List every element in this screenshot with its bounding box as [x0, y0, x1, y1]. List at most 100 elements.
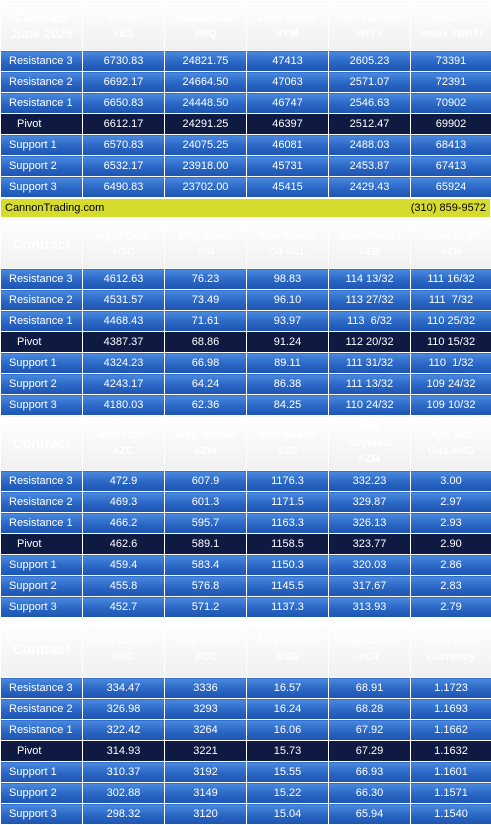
level-label: Pivot [1, 741, 83, 762]
header-es-symbol: #ES [83, 26, 164, 42]
level-value: 16.06 [247, 720, 329, 741]
header-gc-symbol: #GC [83, 244, 164, 260]
level-value: 47413 [247, 51, 329, 72]
header-brti: BitCoin Index #BRTI [411, 1, 491, 51]
level-label: Support 2 [1, 783, 83, 804]
level-value: 3336 [165, 678, 247, 699]
level-value: 45415 [247, 177, 329, 198]
level-value: 23702.00 [165, 177, 247, 198]
level-value: 320.03 [329, 555, 411, 576]
level-value: 46081 [247, 135, 329, 156]
level-value: 571.2 [165, 597, 247, 618]
level-value: 466.2 [83, 513, 165, 534]
header-kc-name: May Coffee [83, 633, 164, 649]
header-cc-name: May Cocoa [165, 633, 246, 649]
header-es: SP500 #ES [83, 1, 165, 51]
level-value: 310.37 [83, 762, 165, 783]
level-value: 68413 [411, 135, 491, 156]
header-ym: Dow Jones #YM [247, 1, 329, 51]
level-value: 1145.5 [247, 576, 329, 597]
level-value: 1.1723 [411, 678, 491, 699]
level-value: 71.61 [165, 311, 247, 332]
header-rty: Mini Russell #RTY [329, 1, 411, 51]
level-value: 3264 [165, 720, 247, 741]
level-value: 576.8 [165, 576, 247, 597]
level-value: 112 20/32 [329, 332, 411, 353]
header-zm-name: SoyMeal [329, 435, 410, 451]
header-zc-symbol: #ZC [83, 443, 164, 459]
level-label: Pivot [1, 534, 83, 555]
level-value: 67413 [411, 156, 491, 177]
level-value: 24448.50 [165, 93, 247, 114]
level-value: 110 24/32 [329, 395, 411, 416]
level-label: Pivot [1, 332, 83, 353]
level-label: Support 3 [1, 597, 83, 618]
level-label: Resistance 2 [1, 492, 83, 513]
level-label: Resistance 3 [1, 269, 83, 290]
level-value: 2.83 [411, 576, 491, 597]
level-value: 23918.00 [165, 156, 247, 177]
level-value: 110 25/32 [411, 311, 491, 332]
section-index-futures: Contract June 2026 SP500 #ES Nasdaq100 #… [0, 0, 491, 198]
header-gc-name: April Gold [83, 228, 164, 244]
level-label: Support 1 [1, 353, 83, 374]
level-value: 313.93 [329, 597, 411, 618]
level-value: 6532.17 [83, 156, 165, 177]
level-value: 66.93 [329, 762, 411, 783]
level-value: 109 10/32 [411, 395, 491, 416]
header-rty-symbol: #RTY [329, 26, 410, 42]
level-value: 24821.75 [165, 51, 247, 72]
section-softs-currency: Contract May Coffee #KC May Cocoa #CC Ma… [0, 619, 491, 825]
level-value: 114 13/32 [329, 269, 411, 290]
level-value: 326.13 [329, 513, 411, 534]
header-cc: May Cocoa #CC [165, 620, 247, 678]
level-value: 113 27/32 [329, 290, 411, 311]
header-zn: June 10 yr #ZN [411, 219, 491, 269]
header-gc: April Gold #GC [83, 219, 165, 269]
level-value: 1.1571 [411, 783, 491, 804]
level-value: 73391 [411, 51, 491, 72]
level-label: Support 2 [1, 156, 83, 177]
level-label: Resistance 2 [1, 699, 83, 720]
level-value: 322.42 [83, 720, 165, 741]
level-label: Resistance 2 [1, 290, 83, 311]
level-label: Resistance 1 [1, 93, 83, 114]
header-rty-name: Mini Russell [329, 10, 410, 26]
level-value: 2571.07 [329, 72, 411, 93]
level-value: 4531.57 [83, 290, 165, 311]
level-value: 1171.5 [247, 492, 329, 513]
level-value: 15.22 [247, 783, 329, 804]
level-value: 24664.50 [165, 72, 247, 93]
level-value: 1163.3 [247, 513, 329, 534]
level-value: 68.86 [165, 332, 247, 353]
header-sb-name: May. Sugar [247, 633, 328, 649]
level-value: 472.9 [83, 471, 165, 492]
header-zn-name: June 10 yr [411, 228, 491, 244]
header-cl-name: May Crude [247, 228, 328, 244]
header-cl-symbol: Oil #CL [247, 244, 328, 260]
level-value: 64.24 [165, 374, 247, 395]
level-value: 84.25 [247, 395, 329, 416]
level-value: 607.9 [165, 471, 247, 492]
level-value: 69902 [411, 114, 491, 135]
website-link[interactable]: CannonTrading.com [5, 202, 104, 214]
header-zm: May SoyMeal #ZM [329, 416, 411, 471]
header-contract: Contract June 2026 [1, 1, 83, 51]
level-value: 46397 [247, 114, 329, 135]
header-ng-name: Apr. Nat [411, 427, 491, 443]
level-value: 2429.43 [329, 177, 411, 198]
level-value: 3192 [165, 762, 247, 783]
